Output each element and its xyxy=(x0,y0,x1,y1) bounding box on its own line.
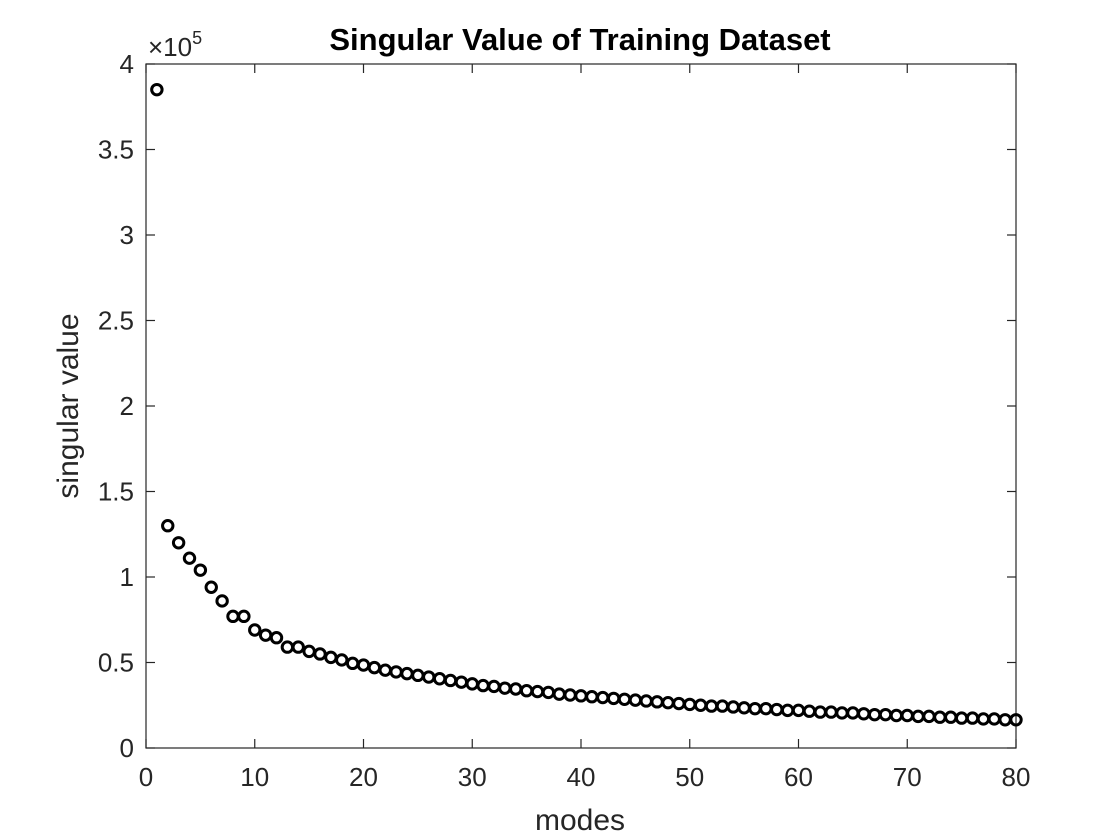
y-axis-label: singular value xyxy=(52,313,85,498)
y-tick-label: 2.5 xyxy=(98,306,134,336)
y-tick-label: 3 xyxy=(120,220,134,250)
x-axis-label: modes xyxy=(535,804,625,837)
data-point xyxy=(182,551,197,565)
x-tick-label: 0 xyxy=(139,762,153,792)
plot-area xyxy=(145,63,1017,749)
y-tick-label: 4 xyxy=(120,49,134,79)
chart-title: Singular Value of Training Dataset xyxy=(329,22,830,57)
y-axis-exponent: ×105 xyxy=(148,28,202,62)
y-axis-exponent-base: ×10 xyxy=(148,32,192,62)
data-point xyxy=(161,519,175,533)
data-point xyxy=(171,536,186,550)
x-tick-label: 60 xyxy=(784,762,813,792)
x-axis-ticks: 0 10 20 30 40 50 60 70 80 xyxy=(139,64,1031,792)
y-tick-label: 2 xyxy=(120,391,134,421)
data-point xyxy=(193,563,208,577)
data-markers xyxy=(150,82,1023,727)
x-tick-label: 80 xyxy=(1002,762,1031,792)
y-tick-label: 0 xyxy=(120,733,134,763)
y-tick-label: 0.5 xyxy=(98,648,134,678)
y-axis-exponent-power: 5 xyxy=(192,28,202,48)
x-tick-label: 50 xyxy=(675,762,704,792)
data-point xyxy=(215,594,229,608)
x-tick-label: 30 xyxy=(458,762,487,792)
data-point xyxy=(1009,713,1023,727)
x-tick-label: 10 xyxy=(240,762,269,792)
y-axis-ticks: 0 0.5 1 1.5 2 2.5 3 3.5 4 xyxy=(98,49,1016,763)
data-point xyxy=(248,623,262,637)
y-tick-label: 1.5 xyxy=(98,477,134,507)
y-tick-label: 1 xyxy=(120,562,134,592)
y-tick-label: 3.5 xyxy=(98,135,134,165)
data-point xyxy=(150,82,164,97)
data-point xyxy=(291,640,305,654)
data-point xyxy=(269,631,284,645)
data-point xyxy=(204,580,218,594)
data-point xyxy=(237,609,251,624)
x-tick-label: 70 xyxy=(893,762,922,792)
x-tick-label: 40 xyxy=(567,762,596,792)
x-tick-label: 20 xyxy=(349,762,378,792)
